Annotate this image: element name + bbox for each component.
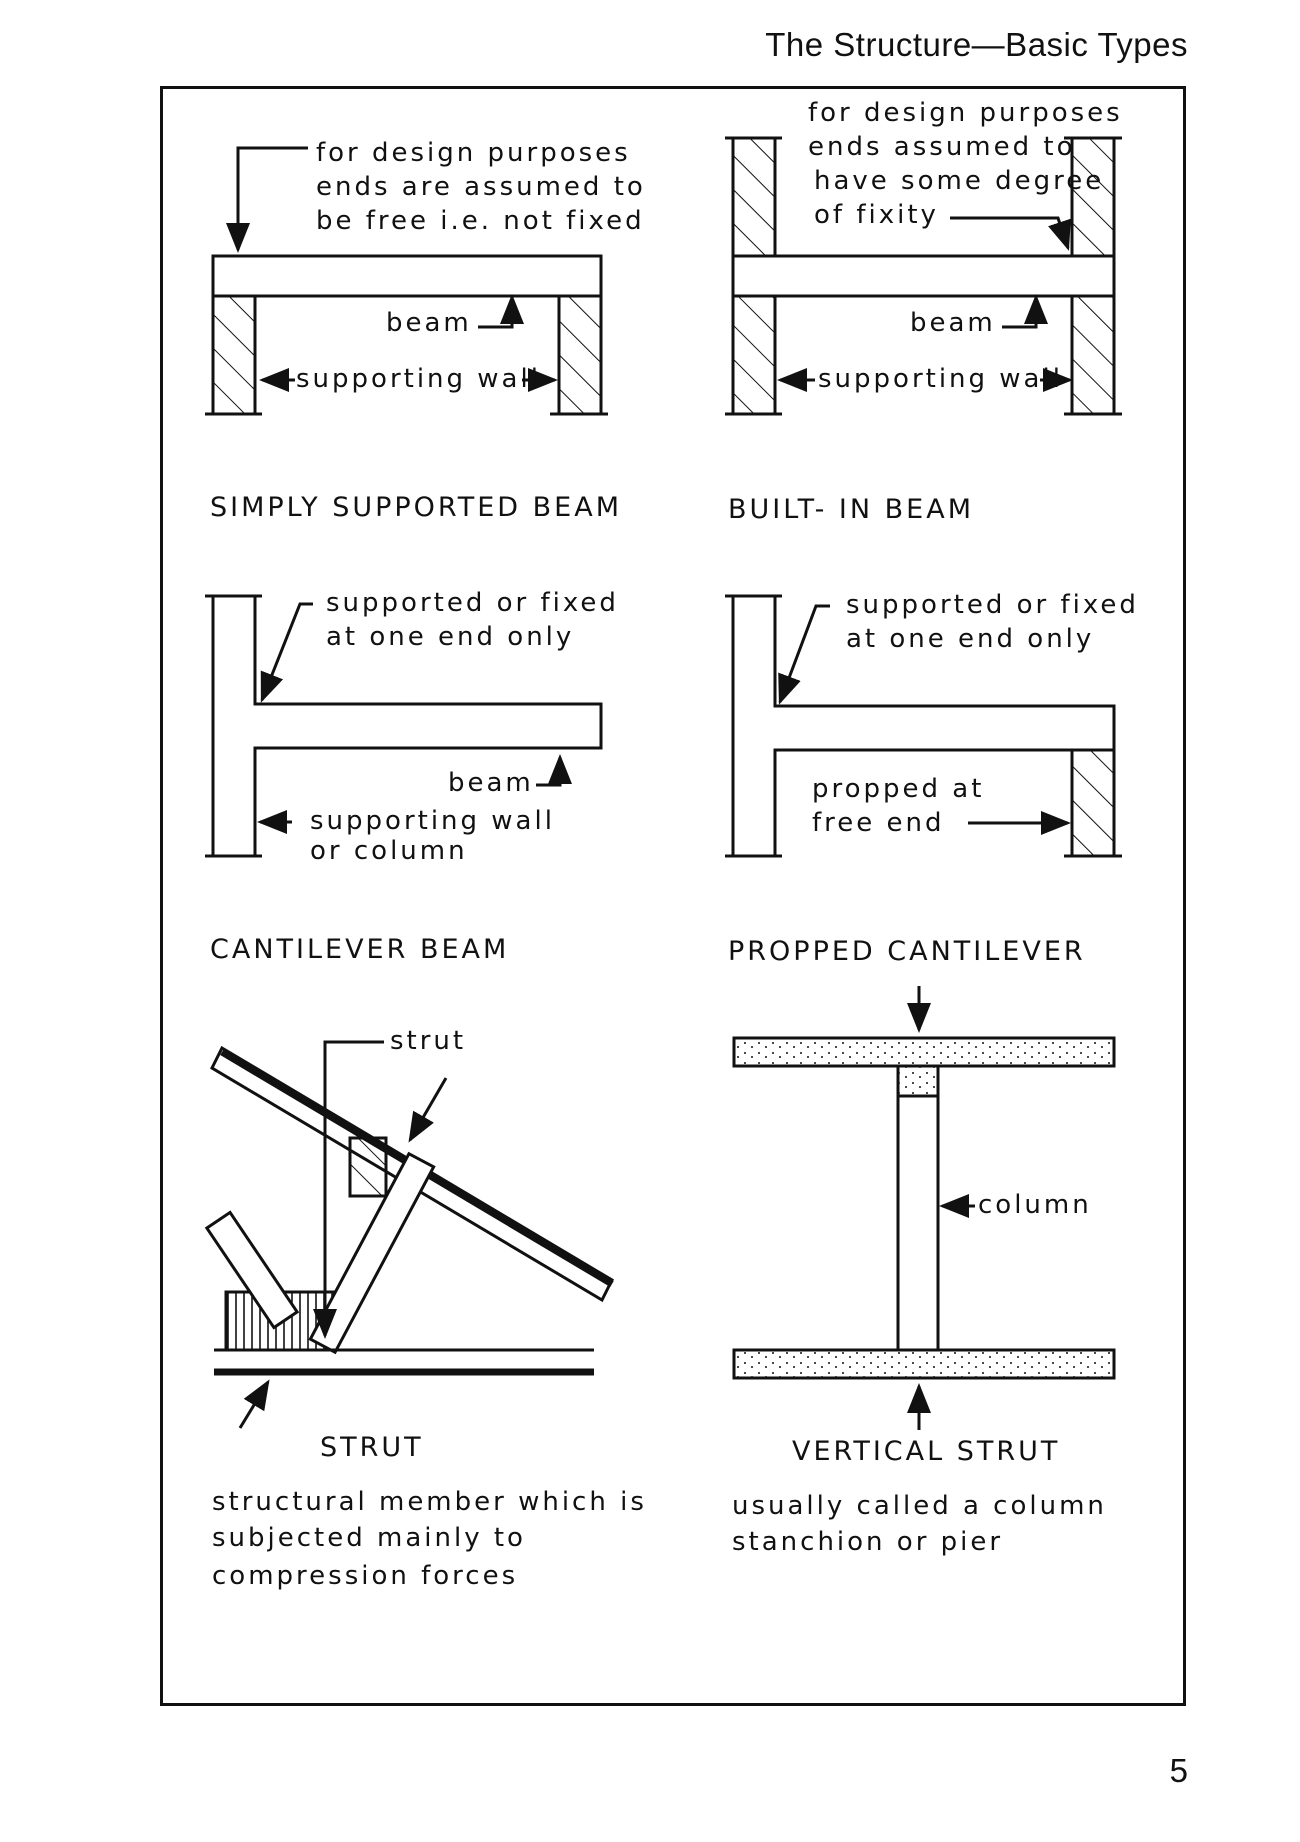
caption-cantilever: CANTILEVER BEAM — [210, 934, 510, 965]
description-line: compression forces — [212, 1561, 519, 1591]
cantilever-outline — [731, 596, 1116, 856]
page-header: The Structure—Basic Types — [765, 26, 1188, 63]
cantilever-diagram — [205, 594, 603, 858]
caption-propped: PROPPED CANTILEVER — [728, 936, 1086, 967]
caption-strut: STRUT — [320, 1432, 424, 1463]
caption-simply-supported: SIMPLY SUPPORTED BEAM — [210, 492, 622, 523]
beam-shape — [731, 254, 1116, 298]
propped-diagram — [725, 594, 1122, 858]
note-line: at one end only — [326, 622, 575, 652]
wall-label: or column — [310, 836, 468, 866]
note-line: ends assumed to — [808, 132, 1076, 162]
note-line: ends are assumed to — [316, 172, 646, 202]
column-head-shape — [896, 1064, 940, 1098]
note-line: for design purposes — [316, 138, 631, 168]
column-shape — [896, 1094, 940, 1352]
note-line: have some degree — [814, 166, 1105, 196]
description-line: subjected mainly to — [212, 1523, 526, 1553]
note-line: be free i.e. not fixed — [316, 206, 645, 236]
strut-diagram — [204, 1040, 614, 1429]
wall-label: supporting wall — [818, 364, 1063, 394]
beam-shape — [211, 254, 603, 298]
strut-shape — [308, 1151, 436, 1355]
prop-wall-shape — [1070, 748, 1116, 858]
prop-label: propped at — [812, 774, 985, 804]
beam-label: beam — [386, 308, 472, 338]
note-line: at one end only — [846, 624, 1095, 654]
left-wall-shape — [211, 294, 257, 416]
note-line: supported or fixed — [326, 588, 619, 618]
prop-label: free end — [812, 808, 945, 838]
wall-label: supporting wall — [296, 364, 541, 394]
page-number: 5 — [1169, 1752, 1188, 1789]
vertical-strut-diagram — [732, 986, 1116, 1430]
bottom-slab-shape — [732, 1348, 1116, 1380]
right-wall-shape — [557, 294, 603, 416]
column-label: column — [978, 1190, 1092, 1220]
description-line: structural member which is — [212, 1487, 647, 1517]
built-in-diagram — [725, 136, 1122, 416]
cantilever-outline — [211, 596, 603, 856]
caption-vertical-strut: VERTICAL STRUT — [792, 1436, 1061, 1467]
strut-label: strut — [390, 1026, 467, 1056]
beam-label: beam — [448, 768, 534, 798]
note-line: of fixity — [814, 200, 939, 230]
note-line: supported or fixed — [846, 590, 1139, 620]
note-line: for design purposes — [808, 98, 1123, 128]
beam-label: beam — [910, 308, 996, 338]
caption-built-in: BUILT- IN BEAM — [728, 494, 975, 525]
figure-frame — [160, 86, 1186, 1706]
top-slab-shape — [732, 1036, 1116, 1068]
description-line: stanchion or pier — [732, 1527, 1004, 1557]
simply-supported-diagram — [205, 146, 608, 416]
description-line: usually called a column — [732, 1491, 1107, 1521]
packing-shape — [348, 1136, 388, 1198]
wall-label: supporting wall — [310, 806, 555, 836]
brace-shape — [204, 1210, 300, 1330]
